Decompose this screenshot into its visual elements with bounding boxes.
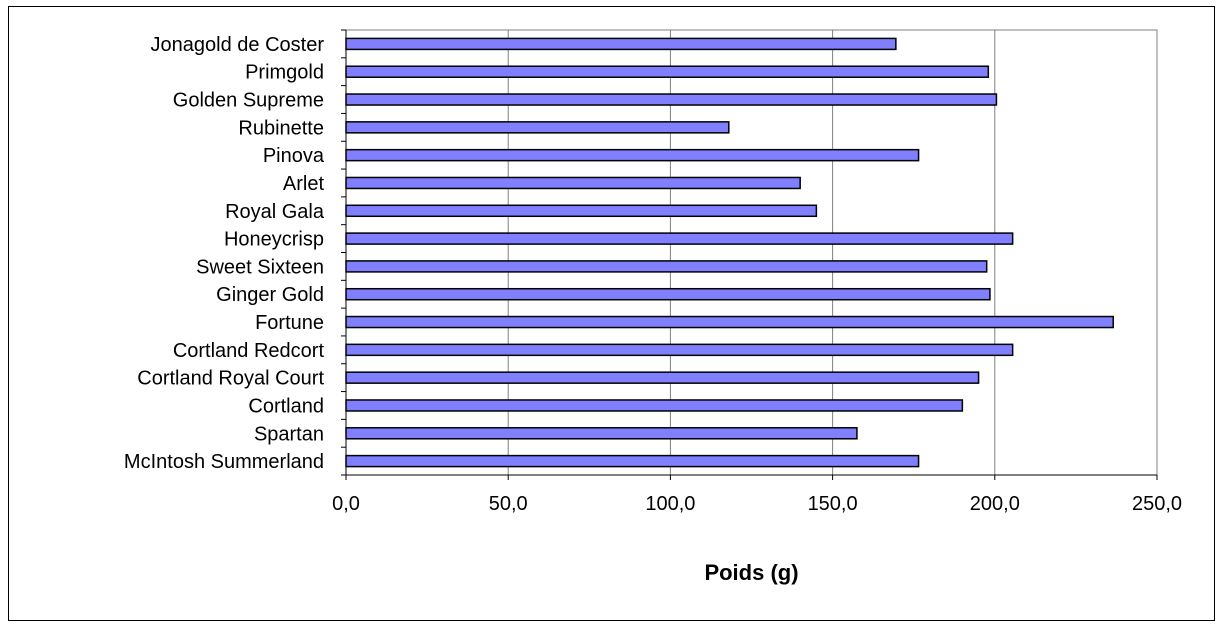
category-label: Golden Supreme <box>173 90 324 112</box>
bar <box>345 204 818 218</box>
bar <box>345 315 1114 329</box>
x-tick-label: 50,0 <box>489 493 528 515</box>
category-label: Royal Gala <box>225 201 325 223</box>
category-label: Cortland Redcort <box>173 340 325 362</box>
bar <box>345 37 897 51</box>
category-label: Arlet <box>283 173 325 195</box>
category-label: Pinova <box>263 145 325 167</box>
category-label: Primgold <box>245 62 324 84</box>
category-label: Sweet Sixteen <box>196 256 324 278</box>
chart-frame <box>8 6 1215 621</box>
bar <box>345 371 980 384</box>
bar <box>345 287 991 301</box>
x-tick-label: 100,0 <box>645 493 695 515</box>
bar <box>345 176 801 190</box>
x-tick-label: 250,0 <box>1132 493 1182 515</box>
bar <box>345 399 964 412</box>
bar <box>345 148 920 162</box>
category-label: Cortland Royal Court <box>137 368 324 390</box>
bar <box>345 232 1014 245</box>
bar <box>345 121 730 134</box>
axis-ticks <box>341 29 1158 480</box>
bar <box>345 454 920 468</box>
category-label: Rubinette <box>238 117 324 139</box>
bar <box>345 93 998 106</box>
bar <box>345 65 990 78</box>
bar <box>345 260 988 273</box>
x-tick-label: 150,0 <box>808 493 858 515</box>
bar <box>345 343 1014 357</box>
category-label: Honeycrisp <box>224 229 324 251</box>
bars <box>345 37 1114 468</box>
category-label: McIntosh Summerland <box>124 451 324 473</box>
category-label: Fortune <box>255 312 324 334</box>
x-tick-label: 0,0 <box>332 493 360 515</box>
category-label: Jonagold de Coster <box>151 34 325 56</box>
x-axis-title: Poids (g) <box>704 560 798 585</box>
category-label: Cortland <box>248 395 324 417</box>
bar <box>345 427 858 440</box>
category-labels: McIntosh Summerland Spartan Cortland Cortla… <box>124 34 325 473</box>
x-tick-label: 200,0 <box>970 493 1020 515</box>
x-tick-labels: 0,0 50,0 100,0 150,0 200,0 250,0 <box>332 493 1182 515</box>
category-label: Ginger Gold <box>216 284 324 306</box>
category-label: Spartan <box>254 423 324 445</box>
